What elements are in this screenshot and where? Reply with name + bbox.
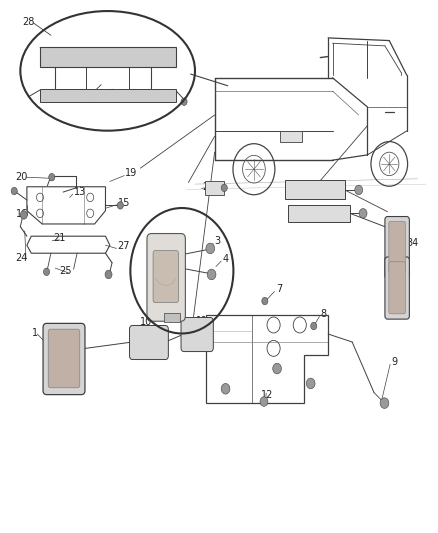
Text: 20: 20 [15,172,28,182]
FancyBboxPatch shape [288,205,350,222]
Circle shape [52,51,59,60]
FancyBboxPatch shape [147,233,185,321]
Text: 28: 28 [22,17,35,27]
Circle shape [273,364,282,374]
Circle shape [359,208,367,218]
Text: 8: 8 [321,309,327,319]
Circle shape [311,322,317,330]
Circle shape [43,268,49,276]
Text: 25: 25 [60,266,72,276]
Text: 19: 19 [125,168,138,179]
FancyBboxPatch shape [181,318,213,352]
FancyBboxPatch shape [39,90,176,102]
Text: 9: 9 [392,357,398,367]
Circle shape [20,211,27,219]
Circle shape [49,173,55,181]
FancyBboxPatch shape [389,262,406,314]
FancyBboxPatch shape [285,180,345,199]
Text: 4: 4 [223,254,229,264]
Circle shape [221,383,230,394]
Text: 32: 32 [81,91,94,101]
Text: 26: 26 [202,182,215,192]
FancyBboxPatch shape [43,324,85,394]
Circle shape [355,185,363,195]
Text: 11: 11 [196,316,208,326]
FancyBboxPatch shape [48,329,80,387]
FancyBboxPatch shape [39,47,176,67]
Circle shape [207,269,216,280]
Text: 12: 12 [261,390,274,400]
Circle shape [260,397,268,406]
Circle shape [105,270,112,279]
Text: 3: 3 [215,236,221,246]
Circle shape [100,51,107,60]
Circle shape [117,201,124,209]
Text: 13: 13 [74,187,86,197]
Text: 10: 10 [140,317,152,327]
Text: 21: 21 [53,233,65,244]
Text: 35: 35 [287,188,299,198]
Circle shape [221,184,227,191]
Circle shape [148,51,155,60]
FancyBboxPatch shape [153,251,178,303]
FancyBboxPatch shape [280,132,302,142]
Text: 24: 24 [15,253,28,263]
Circle shape [380,398,389,408]
FancyBboxPatch shape [385,216,410,279]
FancyBboxPatch shape [385,257,410,319]
Circle shape [262,297,268,305]
Text: 34: 34 [406,238,418,247]
Circle shape [181,98,187,106]
Circle shape [306,378,315,389]
Text: 7: 7 [276,284,282,294]
Text: 15: 15 [118,198,130,208]
Circle shape [206,243,215,254]
Text: 16: 16 [16,209,28,220]
FancyBboxPatch shape [205,181,224,195]
Text: 16: 16 [327,211,339,221]
FancyBboxPatch shape [164,313,180,322]
Text: 1: 1 [148,248,154,258]
Text: 1: 1 [32,328,38,338]
Text: 27: 27 [118,241,130,251]
FancyBboxPatch shape [389,221,406,273]
Circle shape [11,187,17,195]
FancyBboxPatch shape [130,326,168,360]
